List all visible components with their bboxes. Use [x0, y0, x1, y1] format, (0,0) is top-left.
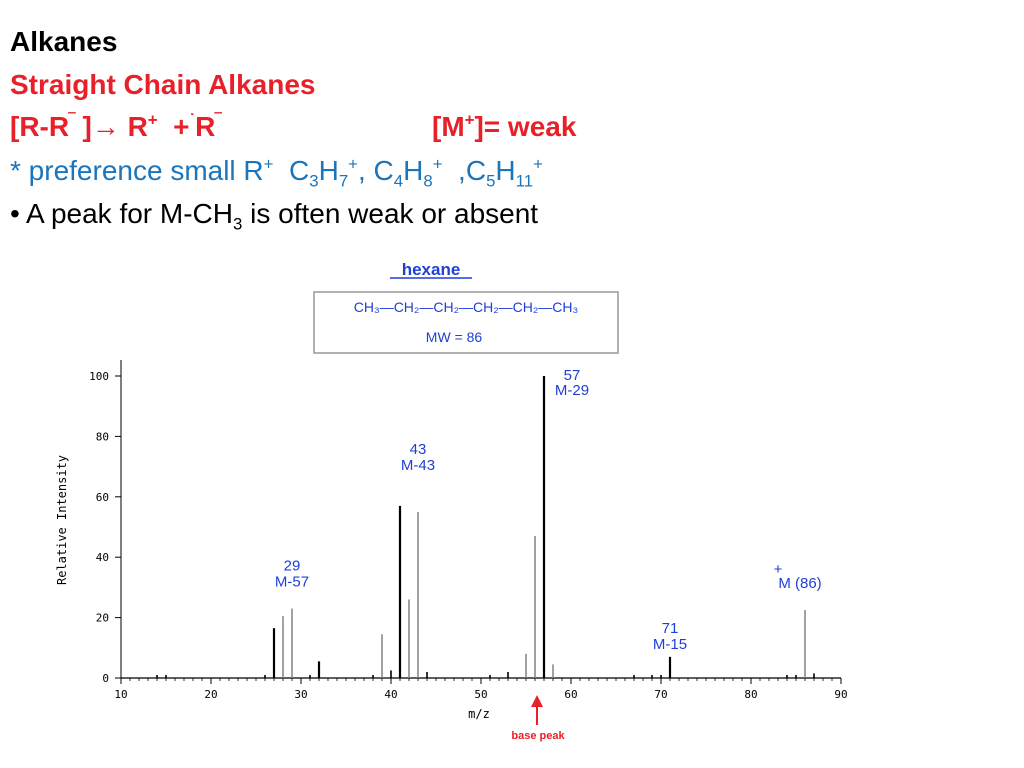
eq-part4: R — [195, 111, 216, 142]
molecular-ion-note: [M+]= weak — [432, 111, 576, 143]
x-axis-label: m/z — [468, 707, 490, 721]
annotation-57-line-0: 57 — [564, 367, 581, 384]
pref-c3-sup: + — [348, 154, 358, 174]
y-tick-label: 60 — [96, 491, 109, 504]
y-tick-label: 100 — [89, 370, 109, 383]
structure-box — [313, 291, 619, 354]
annotation-86-line-1: M (86) — [778, 575, 821, 592]
peaks — [156, 376, 815, 678]
x-tick-label: 20 — [204, 688, 217, 701]
eq-sup4: ‾ — [215, 110, 221, 130]
annotation-71-line-0: 71 — [662, 620, 679, 637]
peak-annotations: 29M-57 43M-43 57M-29 71M-15 +M (86) — [275, 367, 822, 653]
x-axis-minor-ticks — [129, 678, 833, 681]
mi-part1: [M — [432, 111, 465, 142]
eq-sup3: ˙ — [189, 110, 196, 130]
y-axis-ticks: 0 20 40 60 80 100 — [89, 370, 121, 685]
x-tick-label: 40 — [384, 688, 397, 701]
eq-sup2: + — [147, 110, 158, 130]
base-peak-arrowhead — [531, 695, 543, 707]
structure-formula: CH₃—CH₂—CH₂—CH₂—CH₂—CH₃ — [354, 299, 578, 315]
y-tick-label: 80 — [96, 430, 109, 443]
pref-h8-sub: 8 — [423, 171, 433, 191]
x-tick-label: 80 — [744, 688, 757, 701]
molecular-weight: MW = 86 — [426, 329, 483, 345]
annotation-29-line-0: 29 — [284, 558, 301, 575]
pref-c5-sup: + — [533, 154, 543, 174]
annotation-29-line-1: M-57 — [275, 574, 309, 591]
pref-h8: H — [403, 155, 424, 186]
x-tick-label: 10 — [114, 688, 127, 701]
bullet-sub: 3 — [233, 214, 243, 234]
pref-c5-sub: 5 — [486, 171, 496, 191]
slide-title: Alkanes — [10, 26, 118, 57]
x-tick-label: 50 — [474, 688, 487, 701]
pref-c4: , C — [357, 155, 394, 186]
y-tick-label: 20 — [96, 612, 109, 625]
eq-part2: ]→ R — [74, 111, 148, 142]
bullet-suffix: is often weak or absent — [242, 198, 539, 229]
pref-h11-sub: 11 — [515, 171, 534, 191]
x-tick-label: 30 — [294, 688, 307, 701]
compound-name: hexane — [402, 260, 461, 279]
base-peak-label: base peak — [511, 730, 565, 742]
x-tick-label: 70 — [654, 688, 667, 701]
x-tick-label: 90 — [834, 688, 847, 701]
x-tick-label: 60 — [564, 688, 577, 701]
pref-sup-r: + — [263, 154, 274, 174]
fragmentation-equation: [R-R‾ ]→ R+ +˙R‾ — [10, 111, 221, 143]
preference-line: * preference small R+ C3H7+, C4H8+ ,C5H1… — [10, 154, 543, 189]
bullet-prefix: • A peak for M-CH — [10, 198, 233, 229]
pref-h7: H — [318, 155, 339, 186]
y-tick-label: 40 — [96, 551, 109, 564]
pref-c3-sub: 3 — [309, 171, 319, 191]
mi-sup: + — [464, 110, 475, 130]
pref-prefix: * preference small R — [10, 155, 264, 186]
pref-h11: H — [495, 155, 516, 186]
bullet-line: • A peak for M-CH3 is often weak or abse… — [10, 198, 539, 232]
mi-part2: ]= weak — [474, 111, 577, 142]
annotation-43-line-0: 43 — [410, 441, 427, 458]
y-tick-label: 0 — [102, 672, 109, 685]
slide-subtitle: Straight Chain Alkanes — [10, 69, 316, 100]
y-axis-label: Relative Intensity — [55, 455, 69, 585]
pref-c3: C — [273, 155, 310, 186]
pref-c4-sub: 4 — [393, 171, 404, 191]
annotation-57-line-1: M-29 — [555, 382, 589, 399]
eq-part3: + — [157, 111, 190, 142]
pref-h7-sub: 7 — [338, 171, 349, 191]
pref-c5: ,C — [442, 155, 487, 186]
annotation-71-line-1: M-15 — [653, 636, 687, 653]
annotation-43-line-1: M-43 — [401, 457, 435, 474]
pref-c4-sup: + — [432, 154, 443, 174]
x-axis-ticks: 10 20 30 40 50 60 70 80 90 — [114, 678, 848, 701]
eq-part1: [R-R — [10, 111, 70, 142]
eq-sup1: ‾ — [69, 110, 75, 130]
annotation-86-line-0: + — [774, 561, 783, 578]
